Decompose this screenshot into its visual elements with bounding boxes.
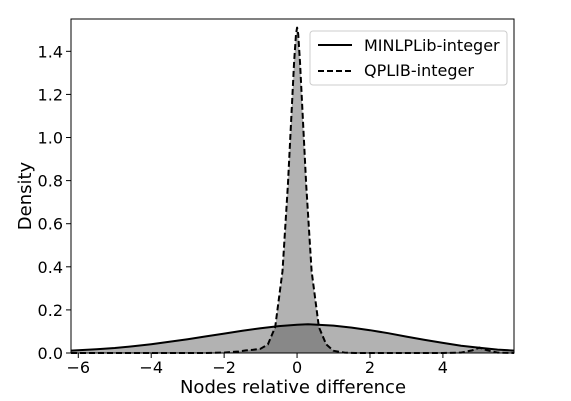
x-tick-label: −2 (212, 358, 236, 377)
legend-label-qplib: QPLIB-integer (364, 61, 474, 80)
legend-box (309, 30, 508, 86)
y-tick-label: 1.0 (38, 129, 63, 148)
x-tick-label: −4 (139, 358, 163, 377)
x-tick-label: 0 (292, 358, 302, 377)
y-tick-label: 0.0 (38, 344, 63, 363)
y-axis-ticks: 0.0 0.2 0.4 0.6 0.8 1.0 1.2 1.4 (38, 42, 71, 363)
y-tick-label: 0.6 (38, 215, 63, 234)
x-axis-ticks: −6 −4 −2 0 2 4 (66, 353, 448, 377)
area-fill-series-1 (71, 27, 514, 353)
x-tick-label: 4 (438, 358, 448, 377)
y-tick-label: 1.2 (38, 85, 63, 104)
y-tick-label: 0.2 (38, 301, 63, 320)
x-tick-label: −6 (66, 358, 90, 377)
plot-frame (70, 18, 515, 354)
x-tick-label: 2 (365, 358, 375, 377)
y-tick-label: 0.8 (38, 172, 63, 191)
x-axis-label: Nodes relative difference (180, 377, 406, 398)
y-tick-label: 0.4 (38, 258, 63, 277)
area-fill-series-0 (71, 324, 514, 353)
density-fills (71, 27, 514, 353)
series-line-0 (70, 323, 515, 352)
legend-label-minlplib: MINLPLib-integer (364, 36, 500, 55)
legend: MINLPLib-integer QPLIB-integer (309, 30, 508, 86)
y-tick-label: 1.4 (38, 42, 63, 61)
y-axis-label: Density (15, 161, 36, 230)
